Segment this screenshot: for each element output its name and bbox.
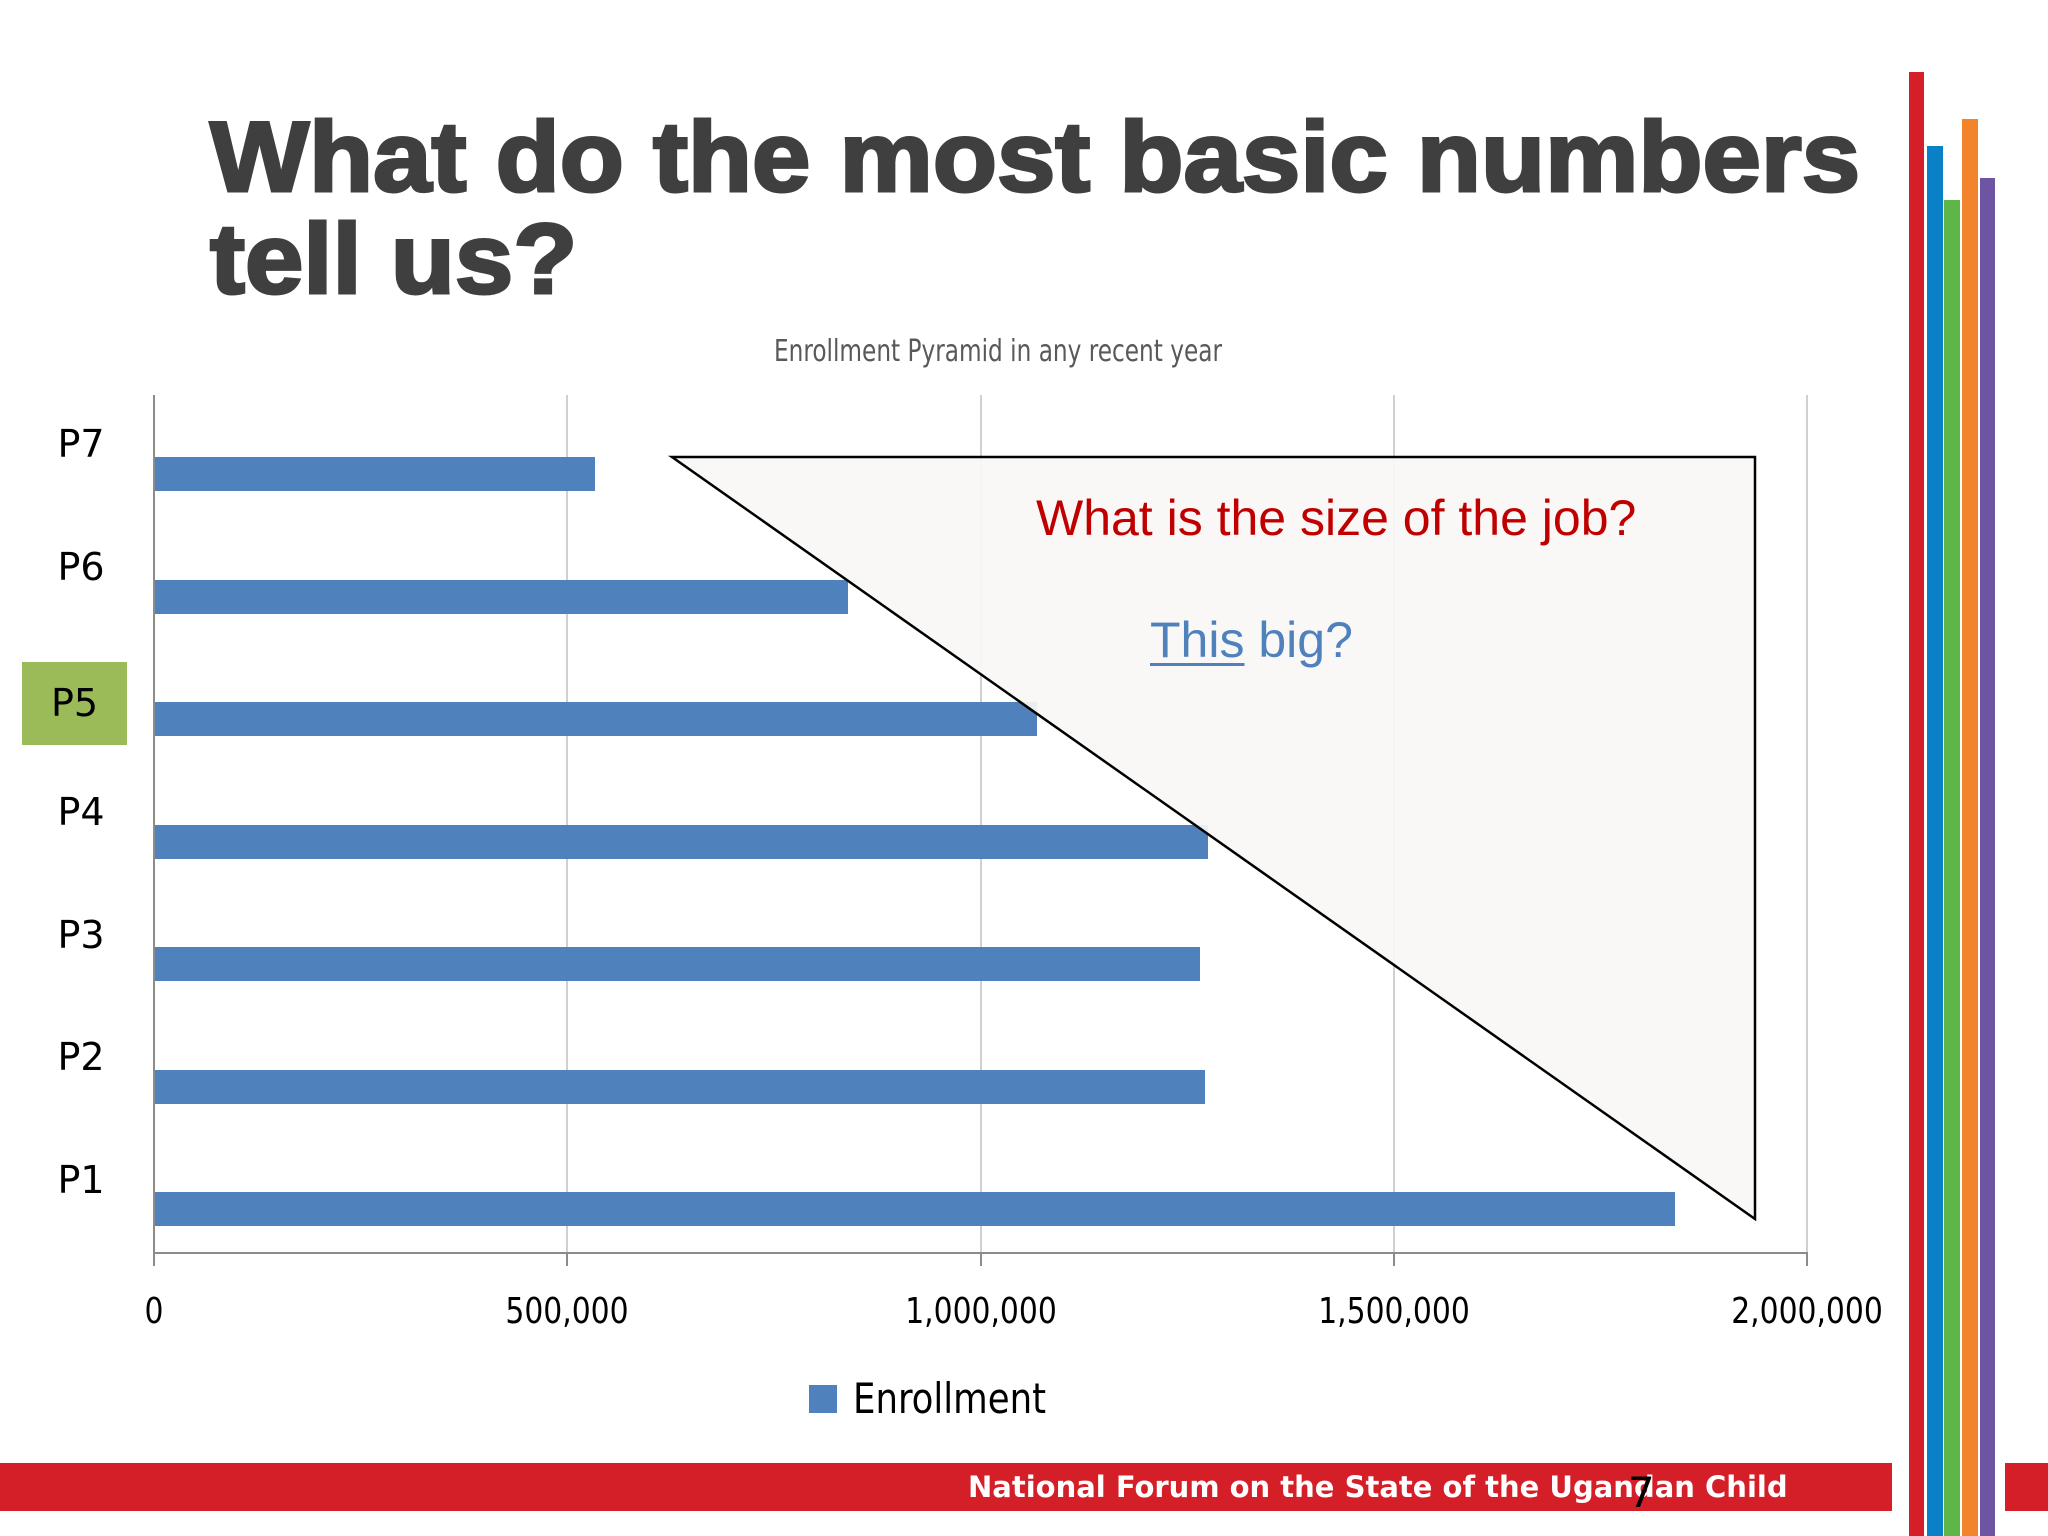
bar-p5 bbox=[154, 702, 1037, 736]
category-label-p3: P3 bbox=[57, 913, 105, 957]
value-tick-label: 2,000,000 bbox=[1731, 1291, 1883, 1332]
chart-legend: Enrollment bbox=[809, 1376, 1058, 1422]
gridline bbox=[980, 395, 982, 1253]
category-label-p2: P2 bbox=[57, 1035, 105, 1079]
bar-p1 bbox=[154, 1192, 1675, 1226]
value-tick-label: 0 bbox=[144, 1291, 164, 1332]
decorative-stripe-5 bbox=[1980, 178, 1995, 1536]
value-tick-label: 500,000 bbox=[505, 1291, 629, 1332]
axis-tick bbox=[1393, 1252, 1395, 1266]
this-hyperlink[interactable]: This bbox=[1150, 612, 1245, 668]
slide-title-line-1: What do the most basic numbers bbox=[208, 101, 1861, 212]
decorative-stripe-1 bbox=[1909, 72, 1924, 1536]
footer-band bbox=[0, 1463, 1892, 1511]
decorative-stripe-2 bbox=[1927, 146, 1943, 1536]
slide-title-line-2: tell us? bbox=[208, 203, 579, 314]
axis-tick bbox=[153, 1252, 155, 1266]
value-tick-label: 1,000,000 bbox=[905, 1291, 1057, 1332]
legend-label-enrollment: Enrollment bbox=[853, 1374, 1047, 1423]
footer-text: National Forum on the State of the Ugand… bbox=[968, 1470, 1788, 1504]
value-tick-label: 1,500,000 bbox=[1318, 1291, 1470, 1332]
callout-answer-text: This big? bbox=[1150, 610, 1353, 670]
category-label-p7: P7 bbox=[57, 422, 105, 466]
decorative-stripe-3 bbox=[1944, 200, 1960, 1536]
page-number: 7 bbox=[1628, 1468, 1655, 1517]
bar-p6 bbox=[154, 580, 848, 614]
footer-band-right bbox=[2005, 1463, 2048, 1511]
decorative-stripe-4 bbox=[1962, 119, 1978, 1536]
axis-tick bbox=[566, 1252, 568, 1266]
bar-p4 bbox=[154, 825, 1208, 859]
gridline bbox=[566, 395, 568, 1253]
axis-tick bbox=[980, 1252, 982, 1266]
chart-title: Enrollment Pyramid in any recent year bbox=[773, 334, 1223, 369]
gridline bbox=[1806, 395, 1808, 1253]
axis-tick bbox=[1806, 1252, 1808, 1266]
category-label-p6: P6 bbox=[57, 545, 105, 589]
category-axis-line bbox=[153, 395, 155, 1266]
callout-question-text: What is the size of the job? bbox=[1036, 490, 1637, 546]
bar-p2 bbox=[154, 1070, 1205, 1104]
legend-swatch-enrollment bbox=[809, 1385, 837, 1413]
category-label-p1: P1 bbox=[57, 1158, 105, 1202]
callout-answer-rest: big? bbox=[1244, 612, 1353, 668]
slide-title: What do the most basic numbers tell us? bbox=[208, 101, 1970, 314]
bar-p7 bbox=[154, 457, 595, 491]
category-highlight-box bbox=[22, 662, 127, 745]
category-label-p4: P4 bbox=[57, 790, 105, 834]
category-label-p5: P5 bbox=[50, 681, 99, 725]
bar-p3 bbox=[154, 947, 1200, 981]
